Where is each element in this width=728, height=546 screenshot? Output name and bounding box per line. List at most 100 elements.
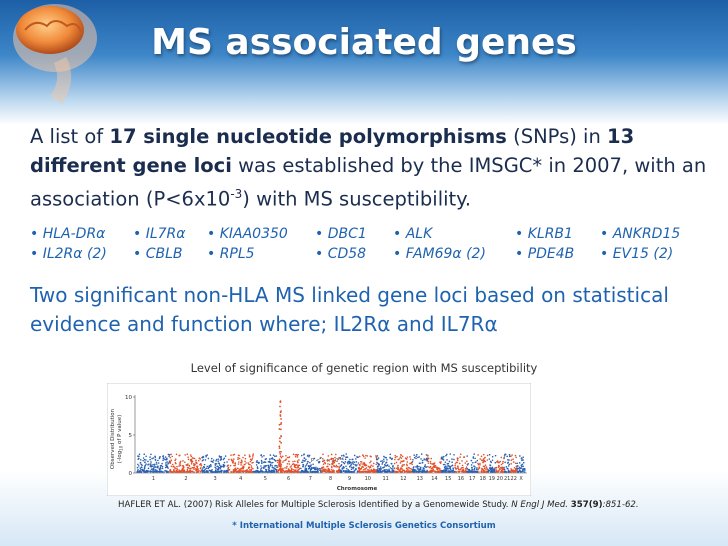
x-tick-label: 14 <box>431 476 437 482</box>
dot <box>397 458 399 461</box>
dot <box>513 471 515 473</box>
dot <box>358 463 361 466</box>
dot <box>206 471 208 473</box>
dot <box>178 465 180 467</box>
dot <box>337 458 340 460</box>
dot <box>473 467 476 470</box>
dot <box>355 458 357 460</box>
dot <box>307 468 310 470</box>
dot <box>143 467 146 470</box>
dot <box>296 467 298 469</box>
dot <box>278 458 281 461</box>
dot <box>368 466 371 469</box>
dot <box>150 468 153 471</box>
dot <box>435 471 438 473</box>
dot <box>383 455 385 458</box>
dot <box>158 467 161 470</box>
dot <box>503 456 505 459</box>
dot <box>362 463 364 465</box>
dot <box>223 464 226 467</box>
dot <box>254 471 257 473</box>
dot <box>171 455 174 458</box>
dot <box>399 453 402 456</box>
dot <box>327 463 329 465</box>
dot <box>470 459 473 462</box>
x-tick-label: 3 <box>213 476 216 482</box>
dot <box>219 466 222 469</box>
dot <box>238 454 240 457</box>
dot <box>515 456 517 459</box>
dot <box>279 452 282 455</box>
dot <box>340 454 343 457</box>
dot <box>232 458 235 460</box>
y-label-line: Observed Distribution <box>110 408 116 469</box>
dot <box>473 465 475 467</box>
dot <box>409 456 411 458</box>
dot <box>377 467 379 470</box>
dot <box>517 471 519 473</box>
dot <box>210 469 213 472</box>
dot <box>511 454 513 456</box>
dot <box>377 457 380 459</box>
dot <box>279 455 282 458</box>
dot <box>401 465 404 467</box>
dot <box>467 469 470 471</box>
dot <box>503 466 505 469</box>
dot <box>518 469 521 471</box>
dot <box>219 456 222 458</box>
dot <box>230 471 232 473</box>
dot <box>330 457 333 460</box>
dot <box>284 459 287 461</box>
dot <box>399 468 402 471</box>
dot <box>203 469 206 472</box>
dot <box>355 468 357 471</box>
dot <box>420 458 422 460</box>
dot <box>409 467 412 470</box>
dot <box>167 462 169 465</box>
dot <box>304 471 307 473</box>
dot <box>407 471 410 473</box>
dot <box>286 470 288 473</box>
dot <box>305 458 307 461</box>
dot <box>355 465 357 467</box>
dot <box>449 468 452 470</box>
dot <box>144 461 146 464</box>
dot <box>400 460 403 463</box>
dot <box>462 466 464 469</box>
pages: :851-62. <box>602 500 639 510</box>
dot <box>326 465 328 468</box>
dot <box>356 470 359 472</box>
dot <box>195 459 197 462</box>
dot <box>223 461 226 464</box>
dot <box>286 465 288 468</box>
dot <box>296 456 299 458</box>
dot <box>494 454 497 457</box>
dot <box>338 457 340 459</box>
dot <box>377 463 380 465</box>
dot <box>386 459 388 461</box>
dot <box>272 467 275 469</box>
dot <box>140 471 142 473</box>
dot <box>382 458 385 461</box>
dot <box>140 468 142 471</box>
dot <box>237 467 239 470</box>
dot <box>391 467 393 470</box>
dot <box>196 465 199 468</box>
dot <box>444 470 447 473</box>
dot <box>462 471 465 473</box>
dot <box>493 468 496 471</box>
dot <box>214 464 217 466</box>
x-tick-label: 8 <box>329 476 332 482</box>
dot <box>234 467 237 470</box>
dot <box>172 466 174 468</box>
dot <box>280 421 283 424</box>
dot <box>197 471 200 473</box>
dot <box>202 459 205 461</box>
dot <box>238 457 241 460</box>
dot <box>386 464 389 466</box>
dot <box>300 454 303 457</box>
dot <box>263 461 265 464</box>
dot <box>494 467 497 469</box>
dot <box>272 461 274 464</box>
